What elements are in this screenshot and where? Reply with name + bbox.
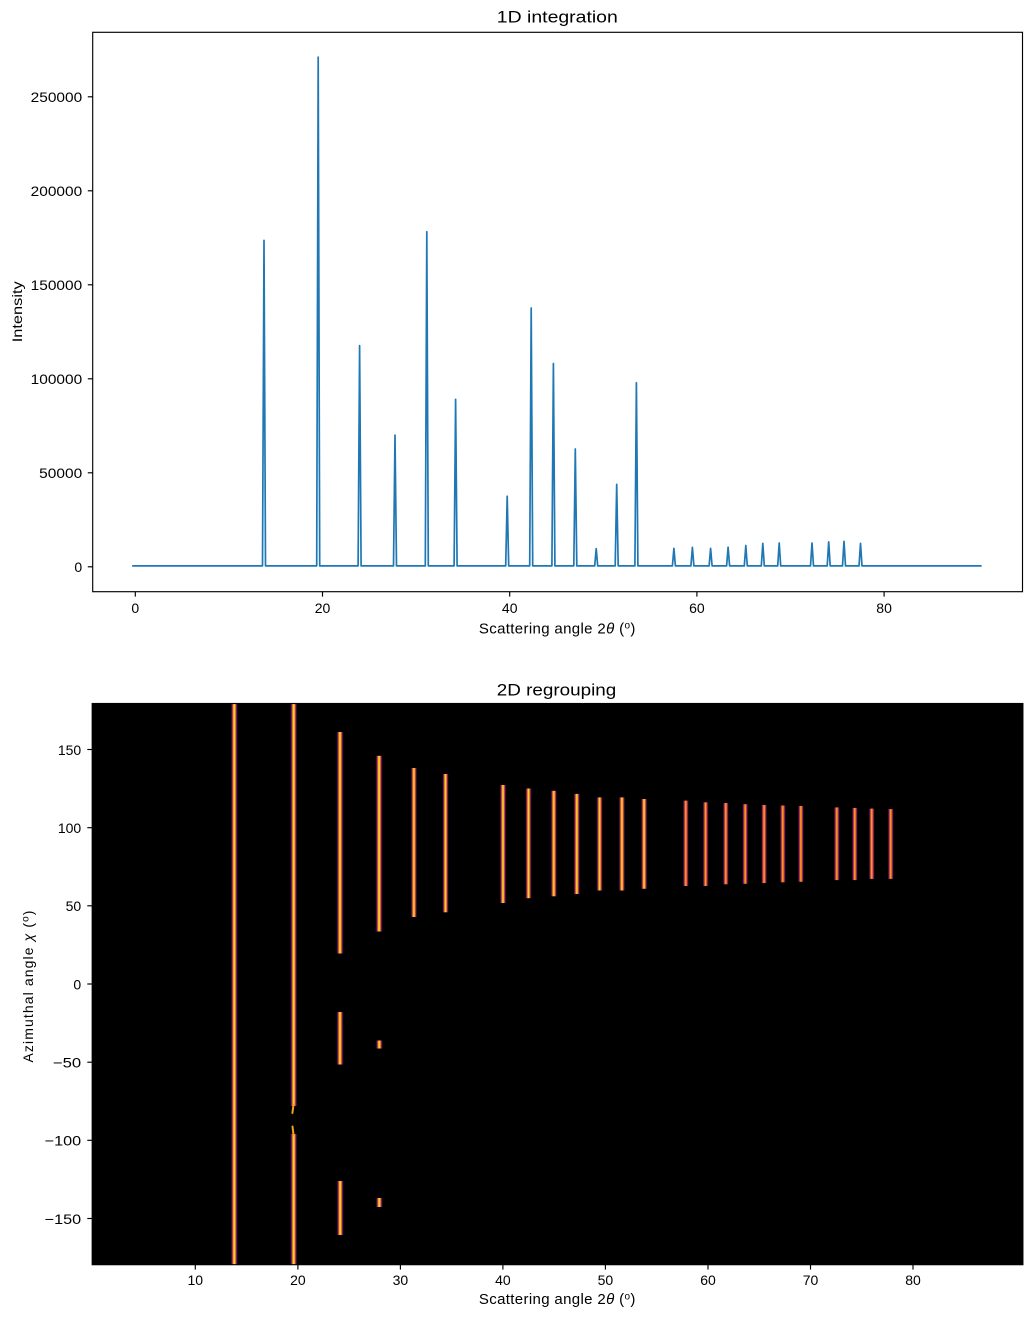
svg-text:20: 20 — [290, 1272, 306, 1288]
svg-text:200000: 200000 — [31, 183, 83, 199]
svg-text:40: 40 — [502, 600, 518, 616]
svg-text:100000: 100000 — [31, 371, 83, 387]
svg-text:250000: 250000 — [31, 89, 83, 105]
svg-text:−150: −150 — [45, 1211, 82, 1227]
svg-text:10: 10 — [188, 1272, 204, 1288]
svg-text:−100: −100 — [45, 1133, 82, 1149]
svg-text:50: 50 — [66, 898, 82, 914]
svg-text:1D integration: 1D integration — [497, 8, 618, 27]
svg-text:Scattering angle 2θ (o): Scattering angle 2θ (o) — [479, 620, 636, 637]
svg-text:20: 20 — [315, 600, 331, 616]
svg-text:50: 50 — [598, 1272, 614, 1288]
svg-text:60: 60 — [700, 1272, 716, 1288]
svg-text:Azimuthal angle χ (o): Azimuthal angle χ (o) — [20, 909, 36, 1062]
svg-text:100: 100 — [58, 820, 82, 836]
svg-text:50000: 50000 — [39, 465, 82, 481]
svg-text:150: 150 — [58, 742, 82, 758]
svg-text:−50: −50 — [53, 1055, 82, 1071]
svg-text:40: 40 — [495, 1272, 511, 1288]
svg-text:150000: 150000 — [31, 277, 83, 293]
svg-text:0: 0 — [73, 976, 81, 992]
svg-text:2D regrouping: 2D regrouping — [497, 681, 617, 700]
svg-text:80: 80 — [876, 600, 892, 616]
svg-text:70: 70 — [803, 1272, 819, 1288]
svg-text:0: 0 — [74, 559, 82, 575]
svg-text:Scattering angle 2θ (o): Scattering angle 2θ (o) — [479, 1291, 636, 1308]
svg-text:60: 60 — [689, 600, 705, 616]
svg-text:0: 0 — [131, 600, 139, 616]
svg-text:80: 80 — [905, 1272, 921, 1288]
svg-text:30: 30 — [393, 1272, 409, 1288]
svg-text:Intensity: Intensity — [9, 281, 25, 342]
